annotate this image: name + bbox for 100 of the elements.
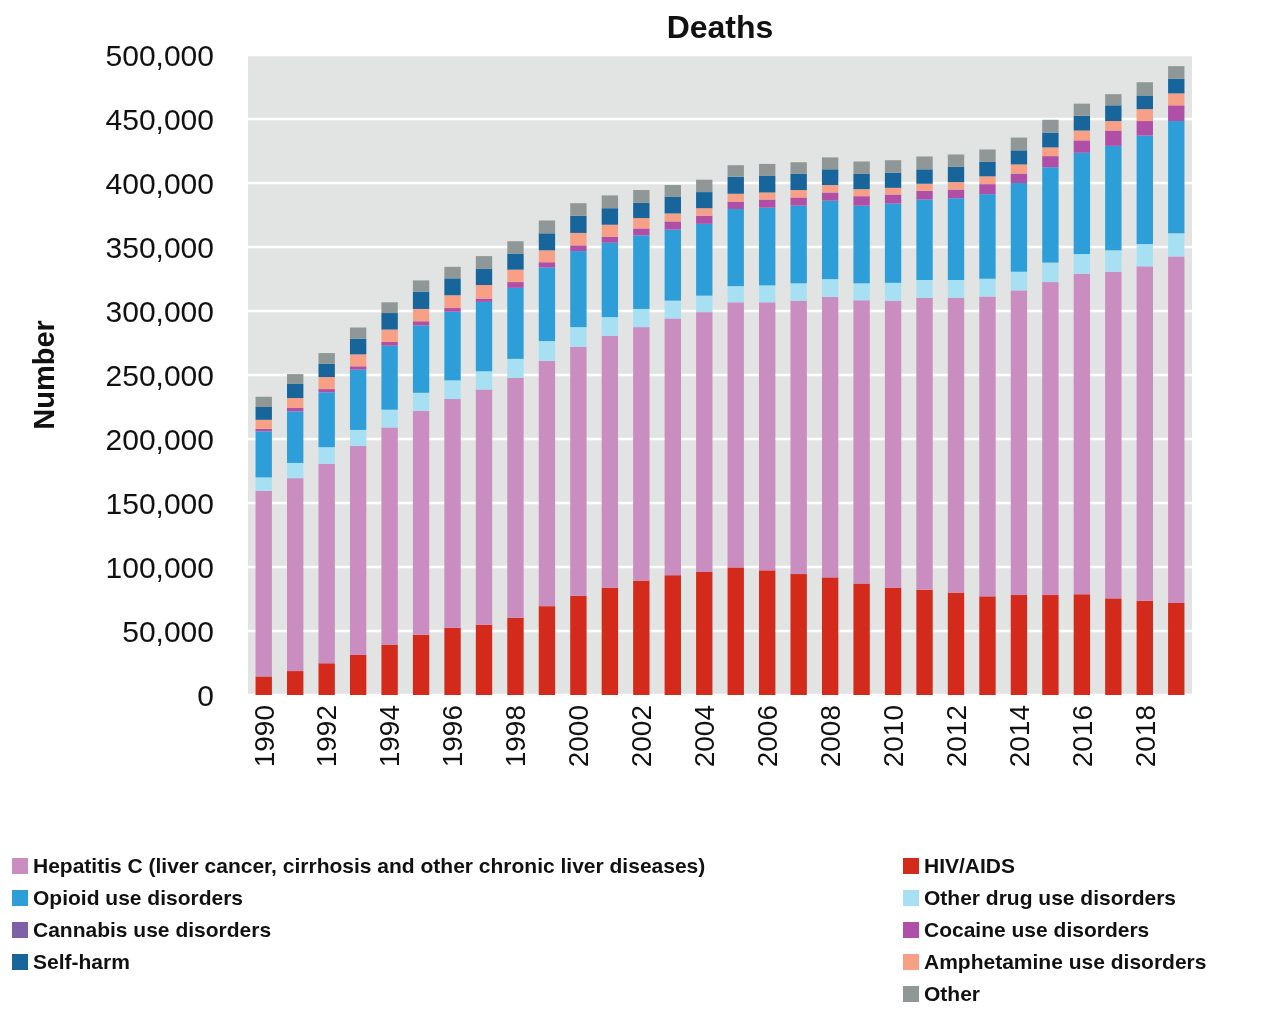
- bar: [853, 189, 870, 197]
- bar: [255, 407, 272, 420]
- bar: [1073, 254, 1091, 274]
- bar: [444, 266, 461, 279]
- bar: [601, 242, 619, 318]
- bar: [349, 369, 367, 430]
- bar: [1136, 244, 1153, 267]
- legend-label: Other drug use disorders: [924, 886, 1177, 910]
- bar: [601, 236, 619, 243]
- bar: [1042, 132, 1059, 148]
- bar: [979, 149, 996, 162]
- bar: [381, 345, 398, 410]
- bar: [1105, 250, 1122, 272]
- bar: [1042, 119, 1059, 133]
- bar: [318, 389, 335, 393]
- bar: [1136, 82, 1153, 96]
- bar: [759, 207, 776, 286]
- bar: [1136, 121, 1153, 136]
- bar: [759, 192, 776, 200]
- x-tick-label: 2006: [752, 705, 783, 768]
- bar: [507, 617, 524, 695]
- bar: [916, 199, 933, 281]
- x-tick-label: 2012: [940, 705, 972, 768]
- bar: [884, 300, 902, 588]
- bar: [696, 223, 713, 296]
- bar: [1105, 271, 1122, 599]
- bar: [412, 308, 430, 322]
- bar: [853, 161, 870, 174]
- bar: [318, 663, 335, 695]
- bar: [538, 220, 556, 234]
- bar: [570, 327, 587, 347]
- bar: [884, 194, 902, 204]
- bar: [664, 185, 681, 197]
- bar: [633, 218, 650, 229]
- bar: [444, 295, 461, 309]
- bar: [1073, 115, 1091, 131]
- bar: [727, 193, 744, 202]
- bar: [790, 190, 807, 198]
- bar: [412, 410, 430, 635]
- bar: [727, 208, 744, 287]
- bar: [570, 251, 587, 328]
- bar: [318, 447, 335, 464]
- bar: [821, 185, 839, 193]
- bar: [570, 232, 587, 246]
- bar: [507, 269, 524, 283]
- bar: [475, 256, 493, 269]
- bar: [349, 366, 367, 370]
- bar: [727, 302, 744, 568]
- bar: [664, 318, 681, 576]
- bar: [475, 624, 493, 695]
- bar: [1010, 137, 1028, 151]
- bar: [821, 192, 839, 201]
- bar: [444, 308, 461, 312]
- bar: [349, 654, 367, 695]
- bar: [287, 411, 304, 463]
- bar: [727, 165, 744, 177]
- bar: [1168, 602, 1185, 695]
- bar: [538, 267, 556, 342]
- legend-label: Cannabis use disorders: [33, 918, 272, 942]
- bar: [853, 583, 870, 695]
- bar: [633, 202, 650, 219]
- y-axis-title: Number: [28, 320, 61, 430]
- bar: [412, 325, 430, 393]
- bar: [947, 166, 965, 183]
- bar: [853, 173, 870, 190]
- bar: [507, 377, 524, 618]
- bar: [444, 627, 461, 695]
- bar: [538, 341, 556, 361]
- bar: [821, 200, 839, 280]
- bar: [538, 250, 556, 263]
- bar: [381, 341, 398, 346]
- bar: [318, 363, 335, 378]
- bar: [1168, 66, 1185, 79]
- bar: [318, 353, 335, 364]
- bar: [381, 644, 398, 695]
- legend-label: Amphetamine use disorders: [924, 950, 1207, 974]
- bar: [1168, 121, 1185, 234]
- bar: [570, 346, 587, 596]
- bar: [664, 575, 681, 695]
- bar: [412, 280, 430, 292]
- y-tick-label: 0: [197, 678, 214, 712]
- x-tick-label: 2008: [814, 705, 846, 768]
- bar: [979, 278, 996, 297]
- bar: [916, 280, 933, 298]
- bar: [916, 183, 933, 191]
- bar: [538, 606, 556, 695]
- bar: [1168, 105, 1185, 122]
- bar: [790, 283, 807, 301]
- bar: [1136, 266, 1153, 601]
- bar: [790, 300, 807, 575]
- bar: [507, 241, 524, 254]
- bar: [349, 446, 367, 655]
- bar: [444, 380, 461, 399]
- legend-label: HIV/AIDS: [924, 854, 1016, 878]
- bar: [1042, 147, 1059, 157]
- bar: [853, 283, 870, 301]
- x-tick-label: 2016: [1066, 705, 1098, 768]
- bar: [727, 567, 744, 695]
- bar: [853, 300, 870, 584]
- bar: [601, 317, 619, 336]
